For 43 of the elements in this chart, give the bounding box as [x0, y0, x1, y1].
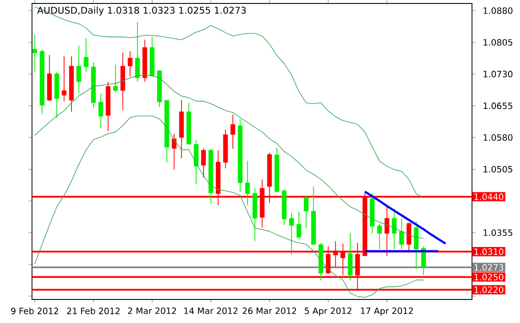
y-tick-label: 1.0730: [484, 70, 512, 78]
candlestick: [304, 194, 309, 228]
candlestick: [76, 45, 82, 94]
x-tick-label: 21 Feb 2012: [67, 307, 120, 314]
y-tick-label: 1.0805: [484, 38, 512, 46]
candlestick: [84, 38, 88, 72]
y-tick-label: 1.0655: [484, 102, 512, 109]
candlestick: [384, 206, 390, 256]
candlestick: [414, 221, 419, 270]
ref-line-label: 1.0440: [474, 193, 504, 200]
candlestick: [62, 56, 66, 102]
y-tick-label: 1.0505: [484, 166, 512, 172]
candlestick: [406, 222, 412, 253]
y-tick-label: 1.0880: [484, 7, 512, 14]
candlestick: [392, 208, 397, 250]
line-series: [364, 190, 447, 244]
candlestick: [230, 114, 236, 150]
candlestick: [172, 133, 176, 170]
ref-line-label: 1.0250: [474, 274, 504, 280]
candlestick: [135, 21, 140, 82]
candlestick: [128, 50, 132, 77]
candlestick: [201, 148, 206, 178]
candlestick: [194, 139, 198, 184]
y-tick-label: 1.0355: [484, 229, 512, 236]
ref-line-label: 1.0273: [474, 264, 504, 270]
candlestick: [377, 222, 382, 250]
candlestick: [113, 64, 118, 92]
candlestick: [289, 212, 294, 255]
x-tick-label: 2 Mar 2012: [128, 307, 176, 314]
candlestick: [399, 218, 404, 250]
y-tick-label: 1.0580: [484, 134, 512, 141]
candlestick: [98, 92, 104, 128]
x-tick-label: 14 Mar 2012: [184, 307, 238, 314]
x-tick-label: 17 Apr 2012: [361, 307, 413, 316]
candlestick: [348, 232, 353, 281]
candlestick: [32, 34, 38, 72]
ref-line-label: 1.0310: [474, 248, 504, 255]
candlestick: [245, 160, 250, 206]
x-tick-label: 9 Feb 2012: [11, 307, 58, 314]
x-tick-label: 26 Mar 2012: [242, 307, 296, 314]
x-tick-label: 5 Apr 2012: [304, 307, 352, 316]
ref-line-label: 1.0220: [474, 286, 504, 293]
candlestick: [296, 211, 302, 239]
